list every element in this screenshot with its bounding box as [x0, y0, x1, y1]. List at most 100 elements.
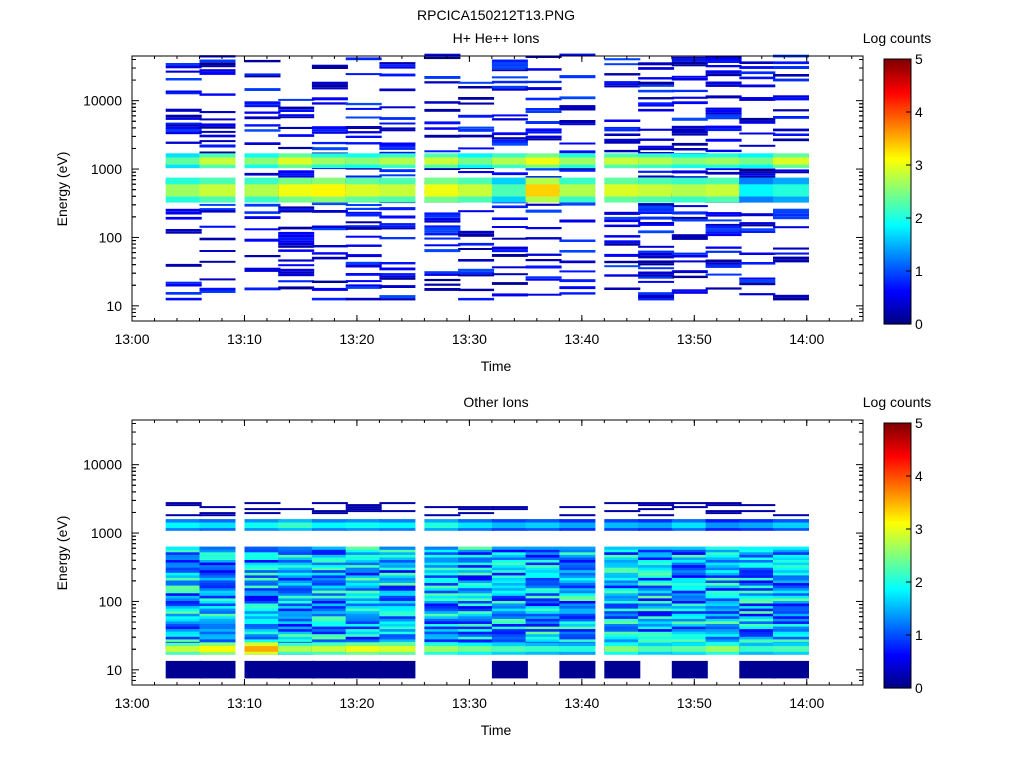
- heatmap-cell: [491, 153, 528, 158]
- heatmap-cell: [379, 590, 416, 594]
- colorbar-strip: [884, 540, 911, 543]
- heatmap-cell: [345, 189, 382, 197]
- heatmap-cell: [199, 521, 236, 526]
- heatmap-cell: [638, 128, 675, 131]
- colorbar-strip: [884, 663, 911, 667]
- heatmap-cell: [604, 138, 641, 142]
- heatmap-cell: [458, 177, 495, 185]
- heatmap-cell: [424, 592, 461, 596]
- heatmap-cell: [491, 638, 528, 642]
- heatmap-cell: [525, 572, 562, 576]
- heatmap-cell: [491, 521, 528, 526]
- heatmap-cell: [199, 613, 236, 617]
- heatmap-cell: [165, 195, 202, 203]
- colorbar-strip: [884, 215, 911, 219]
- heatmap-cell: [604, 610, 641, 614]
- heatmap-cell: [165, 636, 202, 640]
- heatmap-cell: [165, 610, 202, 614]
- colorbar-strip: [884, 542, 911, 546]
- heatmap-cell: [278, 210, 315, 213]
- heatmap-cell: [559, 153, 596, 158]
- colorbar-strip: [884, 575, 911, 579]
- heatmap-cell: [345, 116, 382, 119]
- heatmap-cell: [424, 559, 461, 563]
- heatmap-cell: [739, 592, 776, 596]
- heatmap-cell: [311, 81, 348, 85]
- heatmap-cell: [278, 173, 315, 176]
- heatmap-cell: [604, 648, 641, 652]
- heatmap-cell: [559, 642, 596, 647]
- heatmap-cell: [559, 633, 596, 637]
- heatmap-cell: [199, 189, 236, 197]
- colorbar-strip: [884, 522, 911, 526]
- heatmap-cell: [604, 628, 641, 632]
- heatmap-cell: [559, 613, 596, 617]
- heatmap-cell: [199, 579, 236, 583]
- heatmap-cell: [311, 608, 348, 612]
- heatmap-cell: [199, 209, 236, 213]
- heatmap-cell: [773, 213, 809, 217]
- heatmap-cell: [278, 259, 315, 262]
- heatmap-cell: [311, 577, 348, 581]
- heatmap-cell: [525, 651, 562, 655]
- heatmap-cell: [244, 153, 281, 158]
- heatmap-cell: [345, 213, 382, 217]
- heatmap-cell: [379, 295, 416, 299]
- colorbar-tick-label: 1: [915, 627, 923, 643]
- heatmap-cell: [345, 615, 382, 619]
- heatmap-cell: [739, 625, 776, 630]
- heatmap-cell: [671, 595, 708, 599]
- heatmap-cell: [604, 177, 641, 185]
- colorbar-strip: [884, 436, 911, 440]
- heatmap-cell: [638, 556, 675, 560]
- heatmap-cell: [491, 59, 528, 63]
- heatmap-cell: [525, 237, 562, 240]
- heatmap-cell: [525, 549, 562, 553]
- heatmap-cell: [379, 625, 416, 630]
- heatmap-cell: [424, 177, 461, 185]
- colorbar-strip: [884, 275, 911, 279]
- heatmap-cell: [525, 625, 562, 630]
- heatmap-cell: [278, 615, 315, 619]
- heatmap-cell: [638, 600, 675, 604]
- colorbar-strip: [884, 162, 911, 166]
- heatmap-cell: [199, 582, 236, 586]
- heatmap-cell: [199, 605, 236, 609]
- heatmap-cell: [739, 615, 776, 619]
- heatmap-cell: [278, 189, 315, 197]
- heatmap-cell: [705, 633, 742, 637]
- colorbar-strip: [884, 218, 911, 221]
- heatmap-cell: [739, 642, 776, 647]
- colorbar-tick-label: 3: [915, 157, 923, 173]
- heatmap-cell: [311, 66, 348, 69]
- heatmap-cell: [244, 203, 281, 207]
- heatmap-cell: [705, 597, 742, 601]
- heatmap-cell: [199, 278, 236, 281]
- heatmap-cell: [199, 183, 236, 191]
- heatmap-cell: [345, 160, 382, 165]
- heatmap-cell: [345, 527, 382, 531]
- heatmap-cell: [244, 111, 281, 114]
- heatmap-cell: [311, 554, 348, 558]
- heatmap-cell: [458, 506, 495, 509]
- heatmap-cell: [491, 183, 528, 191]
- heatmap-cell: [638, 605, 675, 609]
- heatmap-cell: [739, 554, 776, 558]
- heatmap-cell: [671, 582, 708, 586]
- heatmap-cell: [638, 271, 675, 275]
- heatmap-cell: [345, 595, 382, 599]
- colorbar-strip: [884, 495, 911, 499]
- heatmap-cell: [705, 125, 742, 129]
- heatmap-cell: [311, 648, 348, 652]
- colorbar-strip: [884, 169, 911, 173]
- heatmap-cell: [525, 135, 562, 139]
- heatmap-cell: [739, 282, 776, 286]
- heatmap-cell: [458, 546, 495, 550]
- heatmap-cell: [379, 153, 416, 158]
- heatmap-cell: [638, 230, 675, 234]
- heatmap-cell: [638, 274, 675, 277]
- heatmap-cell: [379, 106, 416, 109]
- heatmap-cell: [739, 173, 776, 176]
- colorbar-strip: [884, 120, 911, 124]
